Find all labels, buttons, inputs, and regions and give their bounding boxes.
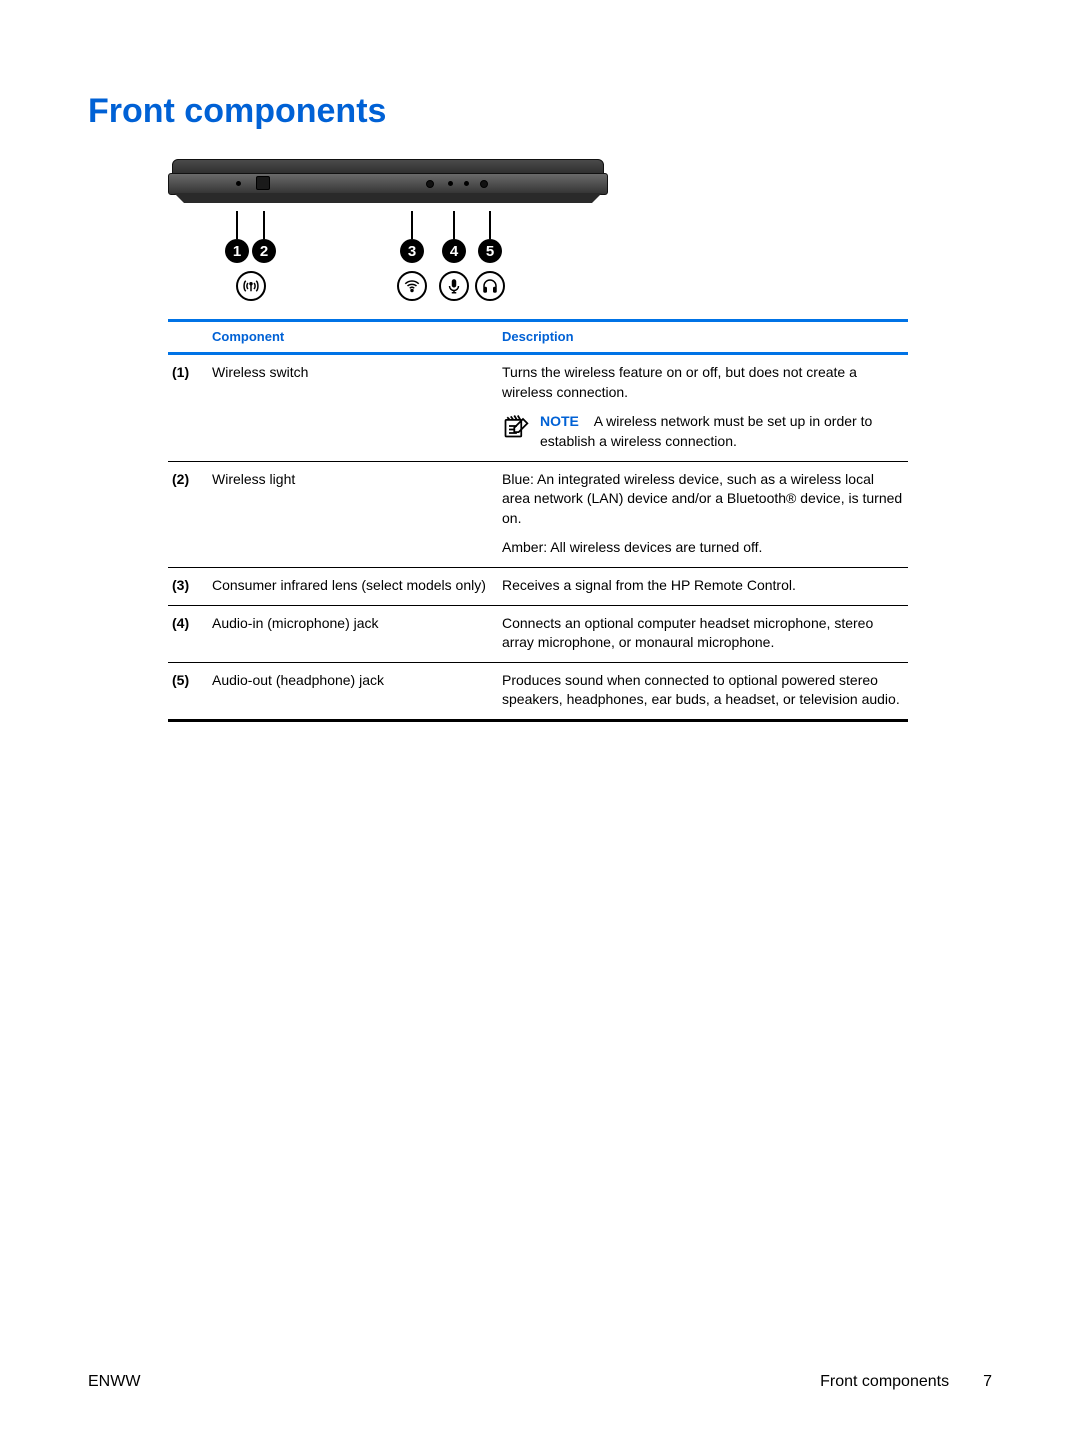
audio-port-marker <box>480 180 488 188</box>
description-text: Amber: All wireless devices are turned o… <box>502 538 904 558</box>
page-title: Front components <box>88 92 992 131</box>
table-row: (2) Wireless light Blue: An integrated w… <box>168 462 908 568</box>
table-row: (1) Wireless switch Turns the wireless f… <box>168 355 908 461</box>
callout-number-5: 5 <box>478 239 502 263</box>
callout-leader-line <box>263 211 265 239</box>
callout-leader-line <box>411 211 413 239</box>
row-component: Audio-out (headphone) jack <box>212 671 502 710</box>
laptop-base-bevel <box>174 193 602 203</box>
row-description: Blue: An integrated wireless device, suc… <box>502 470 904 558</box>
front-components-figure: 1 2 3 4 <box>168 159 628 301</box>
row-description: Connects an optional computer headset mi… <box>502 614 904 653</box>
row-number: (3) <box>172 576 212 596</box>
table-header-row: Component Description <box>168 322 908 355</box>
microphone-icon <box>439 271 469 301</box>
footer-section-label: Front components <box>820 1373 949 1391</box>
footer-left: ENWW <box>88 1373 140 1391</box>
row-number: (4) <box>172 614 212 653</box>
page-footer: ENWW Front components 7 <box>88 1373 992 1391</box>
table-header-spacer <box>172 328 212 346</box>
table-row: (5) Audio-out (headphone) jack Produces … <box>168 663 908 722</box>
wireless-antenna-icon <box>236 271 266 301</box>
row-number: (2) <box>172 470 212 558</box>
description-text: Connects an optional computer headset mi… <box>502 614 904 653</box>
laptop-front-illustration <box>168 159 608 211</box>
laptop-front-face <box>168 173 608 195</box>
row-description: Produces sound when connected to optiona… <box>502 671 904 710</box>
description-text: Blue: An integrated wireless device, suc… <box>502 470 904 529</box>
note-icon <box>502 412 530 446</box>
components-table: Component Description (1) Wireless switc… <box>168 319 908 722</box>
note-text-wrap: NOTE A wireless network must be set up i… <box>540 412 904 451</box>
footer-page-number: 7 <box>983 1373 992 1391</box>
table-header-component: Component <box>212 328 502 346</box>
indicator-dot <box>448 181 453 186</box>
row-component: Consumer infrared lens (select models on… <box>212 576 502 596</box>
figure-callouts: 1 2 3 4 <box>168 211 608 301</box>
note-block: NOTE A wireless network must be set up i… <box>502 412 904 451</box>
indicator-dot <box>464 181 469 186</box>
callout-leader-line <box>453 211 455 239</box>
headphones-icon <box>475 271 505 301</box>
description-text: Receives a signal from the HP Remote Con… <box>502 576 904 596</box>
row-number: (5) <box>172 671 212 710</box>
wireless-switch-marker <box>236 181 241 186</box>
document-page: Front components 1 <box>0 0 1080 1437</box>
footer-right: Front components 7 <box>820 1373 992 1391</box>
table-row: (3) Consumer infrared lens (select model… <box>168 568 908 606</box>
row-component: Wireless switch <box>212 363 502 451</box>
row-number: (1) <box>172 363 212 451</box>
infrared-lens-marker <box>256 176 270 190</box>
callout-number-1: 1 <box>225 239 249 263</box>
callout-leader-line <box>489 211 491 239</box>
table-header-description: Description <box>502 328 904 346</box>
table-row: (4) Audio-in (microphone) jack Connects … <box>168 606 908 663</box>
row-description: Turns the wireless feature on or off, bu… <box>502 363 904 451</box>
wireless-signal-icon <box>397 271 427 301</box>
callout-number-3: 3 <box>400 239 424 263</box>
audio-port-marker <box>426 180 434 188</box>
description-text: Produces sound when connected to optiona… <box>502 671 904 710</box>
callout-number-4: 4 <box>442 239 466 263</box>
callout-number-2: 2 <box>252 239 276 263</box>
row-component: Audio-in (microphone) jack <box>212 614 502 653</box>
description-text: Turns the wireless feature on or off, bu… <box>502 363 904 402</box>
row-component: Wireless light <box>212 470 502 558</box>
note-label: NOTE <box>540 413 579 429</box>
callout-leader-line <box>236 211 238 239</box>
row-description: Receives a signal from the HP Remote Con… <box>502 576 904 596</box>
